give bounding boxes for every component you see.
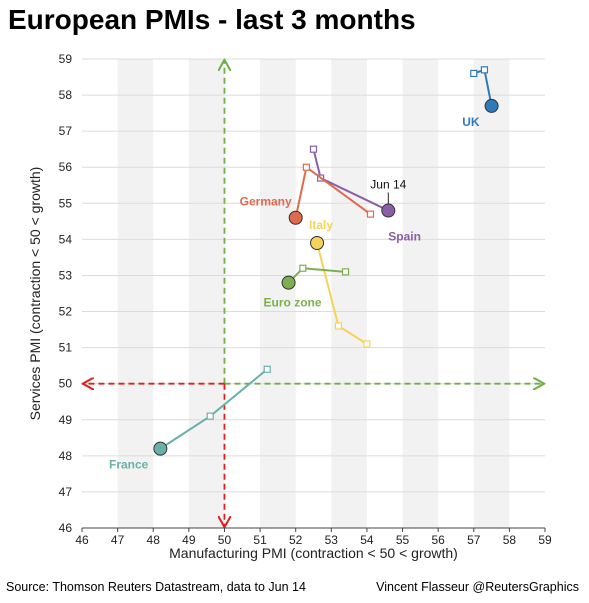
point-euro-zone	[299, 264, 307, 272]
y-tick-label-46: 46	[59, 521, 73, 535]
source-note: Source: Thomson Reuters Datastream, data…	[6, 580, 306, 594]
series-label-germany: Germany	[240, 195, 292, 209]
point-spain	[309, 145, 318, 153]
series-label-uk: UK	[462, 115, 480, 129]
chart-title: European PMIs - last 3 months	[8, 4, 416, 35]
series-label-euro-zone: Euro zone	[264, 296, 322, 310]
y-tick-label-49: 49	[59, 413, 73, 427]
x-tick-label-47: 47	[111, 533, 125, 547]
y-tick-label-55: 55	[59, 196, 73, 210]
y-tick-label-48: 48	[59, 449, 73, 463]
x-tick-label-57: 57	[467, 533, 481, 547]
x-tick-label-52: 52	[289, 533, 303, 547]
threshold-arrows	[84, 61, 543, 526]
band-55	[402, 59, 439, 528]
x-tick-label-46: 46	[75, 533, 89, 547]
band-51	[260, 59, 296, 528]
latest-point-italy	[310, 235, 325, 250]
x-tick-label-55: 55	[396, 533, 410, 547]
point-germany	[302, 163, 310, 171]
y-tick-label-47: 47	[59, 485, 73, 499]
annotation-jun-14: Jun 14	[370, 178, 406, 192]
latest-point-spain	[381, 203, 396, 218]
band-49	[188, 59, 225, 528]
series-france	[153, 365, 271, 456]
y-tick-label-54: 54	[59, 232, 73, 246]
x-tick-label-49: 49	[182, 533, 196, 547]
x-tick-label-56: 56	[431, 533, 445, 547]
x-tick-label-48: 48	[147, 533, 161, 547]
series-labels: UK Spain Germany Italy Euro zone France Jun 14	[109, 115, 480, 472]
series-euro-zone	[281, 264, 350, 290]
axes: 46 47 48 49 50 51 52 53 54 55 56 57 58 59 46 47 48 49 50 51…	[59, 52, 552, 547]
x-tick-label-53: 53	[325, 533, 339, 547]
latest-point-euro-zone	[281, 275, 296, 290]
y-axis-label: Services PMI (contraction < 50 < growth)	[27, 167, 43, 421]
y-tick-label-57: 57	[59, 124, 73, 138]
band-47	[117, 59, 154, 528]
x-tick-label-54: 54	[360, 533, 374, 547]
point-uk	[470, 69, 478, 78]
point-germany	[366, 210, 375, 218]
series-label-spain: Spain	[388, 230, 421, 244]
credit-note: Vincent Flasseur @ReutersGraphics	[376, 580, 579, 594]
latest-point-uk	[484, 98, 499, 113]
y-tick-label-53: 53	[59, 268, 73, 282]
x-tick-label-50: 50	[218, 533, 232, 547]
background-bands	[117, 59, 510, 528]
series-layer	[153, 66, 499, 456]
series-label-france: France	[109, 458, 149, 472]
x-tick-label-59: 59	[538, 533, 552, 547]
x-axis-label: Manufacturing PMI (contraction < 50 < gr…	[169, 545, 458, 561]
y-tick-label-50: 50	[59, 377, 73, 391]
point-france	[263, 365, 271, 373]
series-uk	[470, 66, 499, 113]
point-italy	[334, 322, 343, 330]
band-53	[331, 59, 367, 528]
y-tick-label-59: 59	[59, 52, 73, 66]
x-tick-label-51: 51	[253, 533, 267, 547]
point-france	[206, 412, 214, 420]
point-uk	[480, 66, 489, 74]
band-57	[473, 59, 510, 528]
point-italy	[363, 340, 371, 348]
y-tick-label-51: 51	[59, 341, 73, 355]
y-tick-label-58: 58	[59, 88, 73, 102]
point-euro-zone	[341, 268, 350, 276]
series-germany	[288, 163, 375, 225]
series-label-italy: Italy	[309, 218, 333, 232]
latest-point-germany	[288, 210, 303, 225]
latest-point-france	[153, 441, 168, 456]
y-tick-label-52: 52	[59, 305, 73, 319]
x-tick-label-58: 58	[503, 533, 517, 547]
y-tick-label-56: 56	[59, 160, 73, 174]
